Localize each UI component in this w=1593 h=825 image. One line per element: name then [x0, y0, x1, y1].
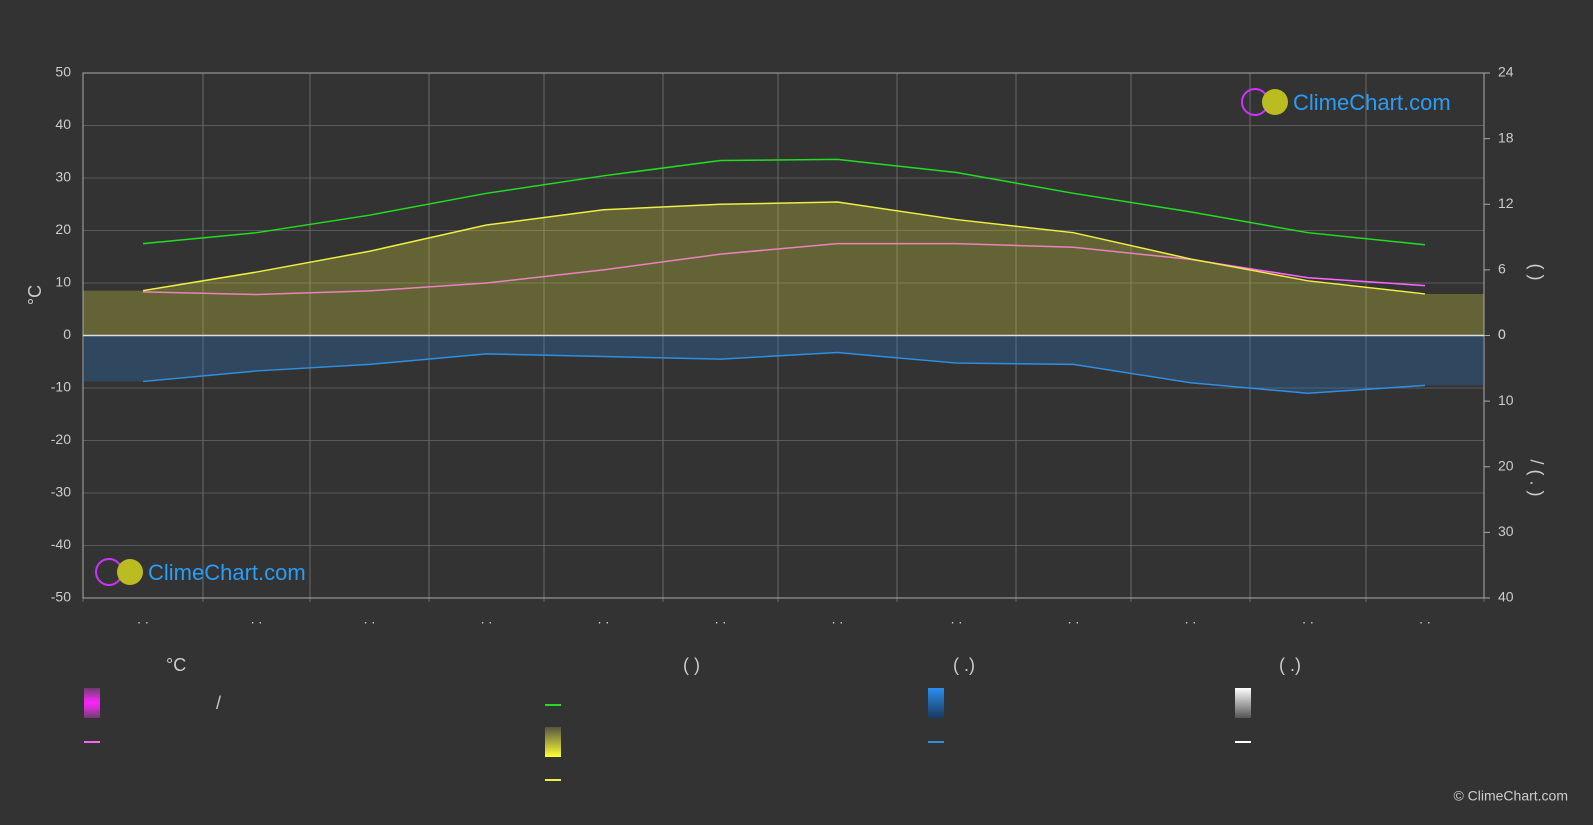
x-tick-label: . . — [715, 611, 727, 627]
y-tick-label: 10 — [55, 274, 71, 290]
x-tick-label: . . — [951, 611, 963, 627]
x-tick-label: . . — [832, 611, 844, 627]
series-area — [83, 335, 1484, 394]
y2-tick-label: 24 — [1498, 64, 1514, 80]
y2-tick-label: 6 — [1498, 261, 1506, 277]
y-tick-label: -50 — [51, 589, 71, 605]
plot-area: -50-40-30-20-100102030405006121824010203… — [51, 64, 1514, 627]
copyright: © ClimeChart.com — [1453, 788, 1568, 804]
y-tick-label: 40 — [55, 116, 71, 132]
logo: ClimeChart.com — [95, 558, 306, 586]
legend: °C ( ) ( .) ( .) / — [84, 655, 1301, 781]
x-tick-label: . . — [1419, 611, 1431, 627]
legend-swatch — [545, 727, 561, 757]
legend-header: °C — [166, 655, 186, 675]
y2-tick-label: 0 — [1498, 326, 1506, 342]
legend-header: ( ) — [683, 655, 700, 675]
x-tick-label: . . — [598, 611, 610, 627]
logo-text: ClimeChart.com — [1293, 90, 1451, 115]
x-tick-label: . . — [481, 611, 493, 627]
x-tick-label: . . — [364, 611, 376, 627]
series-line — [142, 201, 1426, 295]
legend-swatch — [928, 688, 944, 718]
y-tick-label: -10 — [51, 379, 71, 395]
y2-axis-label: ( ) — [1526, 264, 1546, 281]
y2-tick-label: 18 — [1498, 129, 1514, 145]
x-tick-label: . . — [1068, 611, 1080, 627]
series-line — [142, 351, 1426, 395]
y3-axis-label: / ( . ) — [1526, 460, 1546, 497]
y3-tick-label: 20 — [1498, 457, 1514, 473]
legend-swatch — [84, 688, 100, 718]
y-tick-label: 0 — [63, 326, 71, 342]
y-tick-label: 30 — [55, 169, 71, 185]
y-tick-label: -30 — [51, 484, 71, 500]
legend-text: / — [216, 693, 221, 713]
y3-tick-label: 0 — [1498, 326, 1506, 342]
x-tick-label: . . — [251, 611, 263, 627]
y-tick-label: 50 — [55, 64, 71, 80]
legend-header: ( .) — [953, 655, 975, 675]
series-line — [142, 158, 1426, 246]
x-tick-label: . . — [137, 611, 149, 627]
series-area — [83, 202, 1484, 336]
y3-tick-label: 30 — [1498, 523, 1514, 539]
y-tick-label: -40 — [51, 536, 71, 552]
y3-tick-label: 10 — [1498, 392, 1514, 408]
legend-swatch — [1235, 688, 1251, 718]
x-tick-label: . . — [1302, 611, 1314, 627]
logo-text: ClimeChart.com — [148, 560, 306, 585]
y-axis-label: °C — [25, 285, 45, 305]
y2-tick-label: 12 — [1498, 195, 1514, 211]
x-tick-label: . . — [1185, 611, 1197, 627]
legend-header: ( .) — [1279, 655, 1301, 675]
y3-tick-label: 40 — [1498, 589, 1514, 605]
logo: ClimeChart.com — [1241, 88, 1451, 116]
y-tick-label: -20 — [51, 431, 71, 447]
y-tick-label: 20 — [55, 221, 71, 237]
